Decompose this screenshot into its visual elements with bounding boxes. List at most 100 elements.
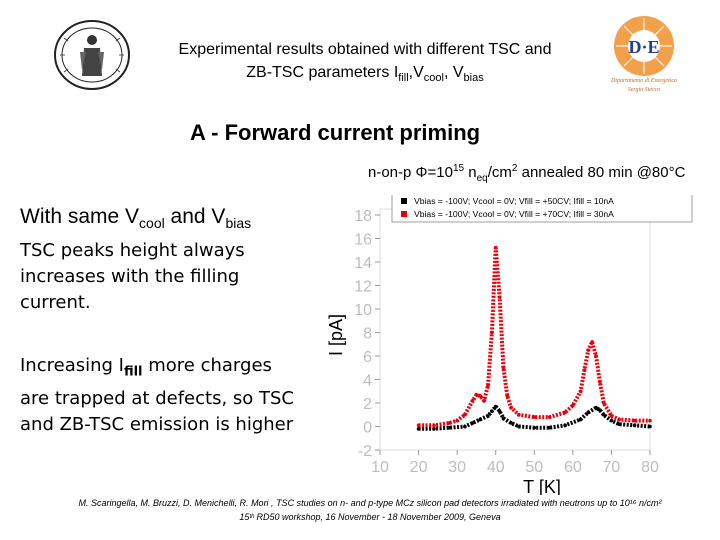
x-axis-label: T [K] <box>523 477 561 495</box>
legend-entry: Vbias = -100V; Vcool = 0V; Vfill = +50CV… <box>414 196 614 206</box>
data-point-1 <box>632 423 637 428</box>
data-point-2 <box>578 389 583 394</box>
y-tick-label: 12 <box>354 279 372 296</box>
lt-sub: bias <box>225 215 252 232</box>
data-point-1 <box>617 422 621 426</box>
x-tick-label: 60 <box>564 459 582 476</box>
data-point-1 <box>586 410 591 415</box>
data-point-2 <box>486 383 490 388</box>
x-tick-label: 30 <box>448 459 466 476</box>
data-point-2 <box>547 415 552 419</box>
data-point-2 <box>563 410 567 415</box>
data-point-1 <box>547 425 552 430</box>
data-point-2 <box>474 392 479 397</box>
lt-text: more charges are trapped at defects, so … <box>20 355 294 435</box>
sub-cool: cool <box>423 72 444 85</box>
y-tick-label: 10 <box>354 302 372 319</box>
header-line-2: ZB-TSC parameters Ifill,Vcool, Vbias <box>130 61 600 90</box>
legend-marker <box>401 211 407 217</box>
data-point-2 <box>594 354 598 358</box>
data-point-1 <box>447 425 452 430</box>
data-point-1 <box>598 408 602 412</box>
data-point-2 <box>648 418 652 423</box>
header-line-1: Experimental results obtained with diffe… <box>178 41 552 58</box>
data-point-1 <box>509 421 513 425</box>
lt-text: Increasing I <box>20 355 124 376</box>
x-tick-label: 50 <box>525 459 543 476</box>
data-point-2 <box>493 246 498 250</box>
cond-sub: eq <box>476 173 488 184</box>
data-point-2 <box>532 415 537 419</box>
sub-bias: bias <box>463 72 484 85</box>
legend-entry: Vbias = -100V; Vcool = 0V; Vfill = +70CV… <box>414 209 614 219</box>
sub-fill: fill <box>398 72 409 85</box>
lt-sub: fill <box>123 364 143 380</box>
y-tick-label: 4 <box>363 373 372 390</box>
citation: M. Scaringella, M. Bruzzi, D. Menichelli… <box>40 496 700 524</box>
department-name: Dipartimento di Energetica <box>610 78 677 84</box>
data-point-2 <box>478 394 483 398</box>
y-tick-label: 16 <box>354 232 372 249</box>
y-tick-label: 14 <box>354 255 372 272</box>
y-tick-label: 0 <box>363 420 372 437</box>
lt-sub: cool <box>139 215 165 232</box>
data-point-2 <box>455 418 459 423</box>
text-peaks-increase: TSC peaks height always increases with t… <box>20 240 245 313</box>
department-mark: D·E <box>628 37 659 57</box>
data-point-1 <box>470 421 475 425</box>
chart-legend: Vbias = -100V; Vcool = 0V; Vfill = +50CV… <box>391 195 693 223</box>
y-tick-label: 8 <box>363 326 372 343</box>
data-point-1 <box>493 404 498 409</box>
data-point-1 <box>594 405 598 410</box>
cond-text: annealed 80 min @80°C <box>517 164 686 181</box>
cond-text: =10 <box>427 164 453 181</box>
data-point-2 <box>582 368 587 372</box>
data-point-2 <box>586 348 591 352</box>
legend-box <box>391 195 693 223</box>
data-point-2 <box>601 401 606 405</box>
data-point-2 <box>501 365 506 370</box>
cond-exp: 15 <box>452 163 465 174</box>
data-point-2 <box>482 398 486 403</box>
data-point-2 <box>632 418 637 423</box>
department-emblem-icon: D·E Dipartimento di Energetica Sergio St… <box>610 16 677 93</box>
data-point-2 <box>517 412 521 417</box>
data-point-2 <box>470 398 475 403</box>
lt-text: and V <box>164 205 226 228</box>
data-point-2 <box>497 295 502 300</box>
data-point-2 <box>505 394 510 398</box>
x-tick-label: 20 <box>410 459 428 476</box>
data-point-1 <box>478 417 483 422</box>
department-sub: Sergio Stecco <box>628 87 661 93</box>
data-point-2 <box>598 380 602 384</box>
data-point-2 <box>432 423 436 428</box>
legend-marker <box>401 198 407 204</box>
data-point-2 <box>609 414 614 418</box>
data-point-1 <box>517 424 521 429</box>
data-point-1 <box>609 418 614 423</box>
tsc-chart: -2 0 2 4 6 8 10 12 14 16 18 10 20 30 40 50 60 70 80 I [pA… <box>326 195 693 495</box>
x-tick-label: 10 <box>371 459 389 476</box>
section-title: A - Forward current priming <box>190 120 481 145</box>
header-text: , V <box>443 64 464 81</box>
data-point-1 <box>563 423 567 428</box>
department-logo: D·E Dipartimento di Energetica Sergio St… <box>596 14 692 96</box>
data-point-2 <box>447 421 452 425</box>
data-point-1 <box>432 427 436 431</box>
lt-text: With same V <box>20 205 140 228</box>
cond-text: n <box>464 164 477 181</box>
data-point-1 <box>578 417 583 422</box>
citation-line-1: M. Scaringella, M. Bruzzi, D. Menichelli… <box>78 498 662 508</box>
cond-text: /cm <box>487 164 512 181</box>
header-text: ,V <box>408 64 424 81</box>
y-axis-label: I [pA] <box>326 314 346 356</box>
data-point-2 <box>590 340 594 344</box>
university-seal-logo <box>54 20 130 90</box>
data-point-1 <box>490 409 494 414</box>
y-tick-label: 18 <box>354 208 372 225</box>
header-text: ZB-TSC parameters I <box>246 64 399 81</box>
data-point-1 <box>497 409 502 414</box>
slide-header: Experimental results obtained with diffe… <box>130 38 600 90</box>
x-tick-label: 40 <box>487 459 505 476</box>
data-point-2 <box>617 417 621 422</box>
